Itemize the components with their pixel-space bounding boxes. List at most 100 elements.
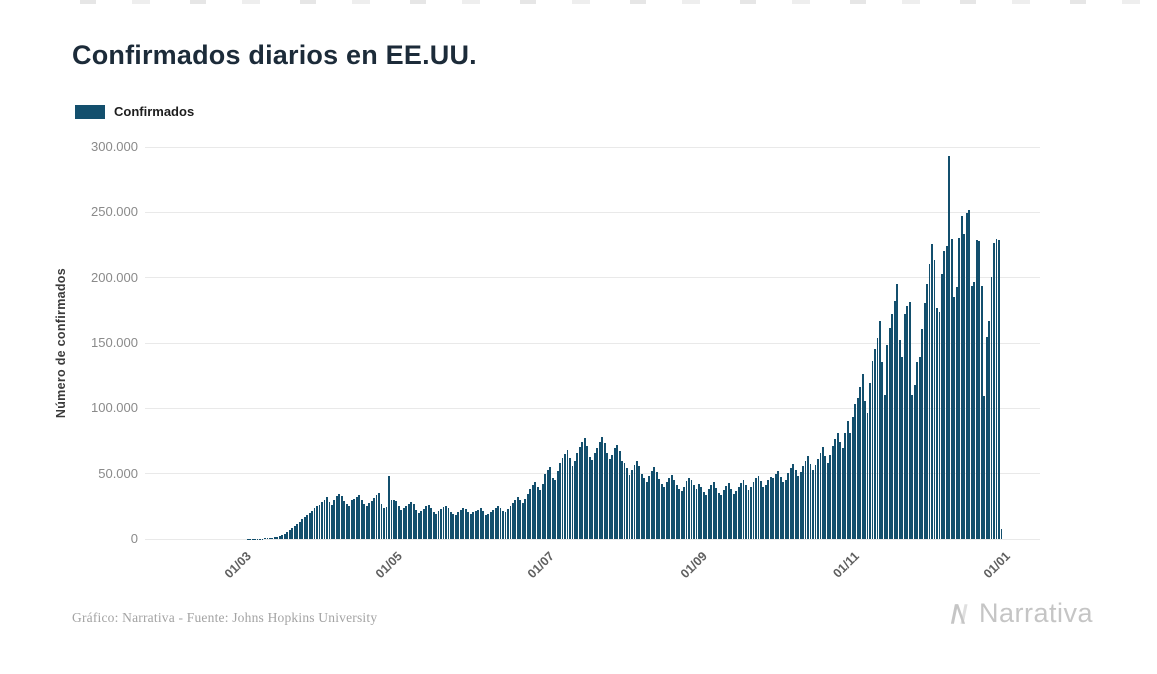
bar	[526, 493, 529, 539]
bar	[742, 479, 745, 539]
bar	[298, 522, 301, 539]
bar	[380, 503, 383, 539]
bar	[631, 470, 633, 539]
bar	[276, 536, 279, 539]
y-tick-label: 50.000	[98, 465, 138, 481]
bar	[675, 484, 678, 539]
bar	[395, 501, 398, 539]
bar	[727, 483, 730, 539]
bar	[450, 512, 452, 539]
bar	[945, 245, 948, 539]
source-credit: Gráfico: Narrativa - Fuente: Johns Hopki…	[72, 610, 378, 625]
y-tick-label: 300.000	[91, 139, 138, 154]
bar	[876, 338, 879, 539]
bar	[859, 387, 862, 539]
bar	[407, 503, 410, 539]
bar	[759, 480, 762, 539]
bar	[467, 511, 470, 539]
bar	[918, 356, 921, 539]
bar	[888, 327, 891, 539]
bar	[655, 472, 658, 539]
bar	[529, 489, 532, 539]
bar	[678, 488, 681, 539]
bar	[601, 437, 604, 539]
bar	[836, 432, 839, 539]
bar	[985, 337, 988, 539]
bar	[588, 456, 591, 539]
bar	[425, 505, 428, 539]
bar	[784, 479, 787, 539]
bar	[643, 478, 646, 539]
bar	[700, 487, 703, 539]
bar	[264, 538, 266, 539]
legend: Confirmados	[75, 104, 194, 119]
bar	[536, 486, 539, 539]
bar	[640, 473, 643, 539]
bar	[933, 260, 936, 539]
bar	[628, 474, 631, 539]
bar	[941, 274, 943, 539]
bar	[571, 465, 574, 539]
bar	[378, 492, 380, 539]
bar	[459, 509, 462, 539]
bar	[995, 239, 998, 539]
bar	[370, 501, 373, 539]
bar	[725, 486, 728, 539]
bar	[809, 463, 812, 539]
bar	[623, 463, 626, 539]
bar	[266, 538, 269, 539]
bar	[807, 456, 809, 539]
bar	[717, 493, 720, 539]
bar	[849, 432, 852, 539]
bar	[400, 510, 403, 539]
bar	[586, 446, 589, 539]
x-tick-label: 01/11	[830, 549, 862, 581]
bar	[943, 250, 946, 539]
bar	[824, 456, 827, 539]
bar	[998, 240, 1000, 539]
bar	[512, 503, 514, 539]
bar	[802, 466, 804, 539]
bar	[913, 385, 916, 539]
bar	[975, 239, 978, 539]
bar	[705, 494, 708, 539]
bar	[616, 444, 619, 539]
bar	[764, 484, 767, 539]
x-tick-label: 01/09	[678, 549, 711, 582]
bar	[427, 505, 430, 539]
bar	[993, 243, 995, 539]
bar	[757, 475, 760, 539]
plot-area	[145, 146, 1040, 540]
bar	[799, 472, 802, 539]
bar	[561, 458, 564, 539]
bar	[730, 488, 733, 539]
bar	[554, 480, 557, 539]
bar	[695, 488, 698, 539]
bar	[323, 499, 326, 539]
legend-label: Confirmados	[114, 104, 195, 119]
y-tick-label: 0	[130, 531, 138, 546]
bar	[611, 454, 614, 539]
bar	[338, 493, 341, 539]
bar	[928, 263, 931, 539]
bar	[866, 412, 869, 539]
bar	[507, 508, 509, 539]
bar	[844, 432, 847, 539]
bar	[797, 476, 800, 539]
gridline	[145, 211, 1040, 213]
bar	[472, 512, 475, 539]
bar	[787, 473, 790, 539]
bar	[1000, 529, 1003, 539]
bar	[965, 213, 968, 539]
bar	[821, 446, 824, 539]
legend-swatch	[75, 104, 105, 119]
bar	[435, 513, 437, 539]
bar	[355, 497, 358, 539]
bar	[722, 490, 725, 539]
bar	[437, 510, 440, 539]
bar	[509, 505, 512, 539]
bar	[273, 537, 276, 539]
bar	[864, 401, 866, 539]
bar	[650, 471, 653, 539]
bar	[313, 508, 316, 539]
